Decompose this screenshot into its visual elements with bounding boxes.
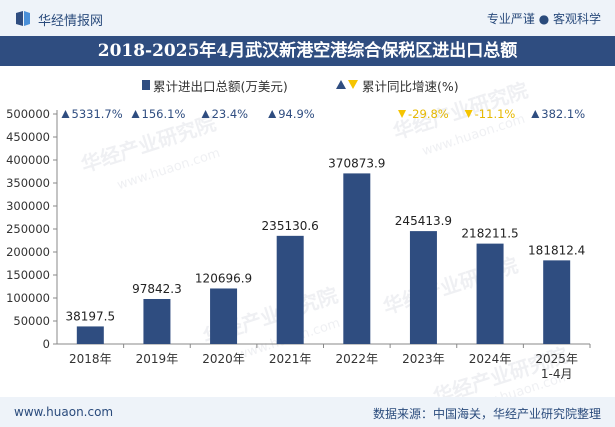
growth-up-triangle [131, 110, 140, 118]
bar [543, 260, 571, 344]
y-tick-label: 0 [43, 337, 50, 351]
bar [343, 173, 371, 344]
bar [409, 231, 437, 344]
x-tick-label: 2018年 [69, 352, 112, 366]
y-tick-label: 500000 [6, 107, 50, 121]
growth-up-triangle [61, 110, 70, 118]
bar-value-label: 235130.6 [262, 219, 319, 233]
legend-growth-label: 累计同比增速(%) [362, 79, 459, 94]
y-tick-label: 400000 [6, 153, 50, 167]
bar [276, 235, 304, 344]
x-tick-label: 2021年 [269, 352, 312, 366]
growth-up-triangle [201, 110, 210, 118]
x-tick-label: 1-4月 [541, 367, 573, 381]
bar-value-label: 120696.9 [195, 271, 252, 285]
x-tick-label: 2020年 [202, 352, 245, 366]
bar [476, 243, 504, 344]
y-tick-label: 100000 [6, 291, 50, 305]
growth-rate-label: 23.4% [212, 107, 249, 121]
bar [210, 288, 238, 344]
x-tick-label: 2023年 [402, 352, 445, 366]
x-tick-label: 2024年 [469, 352, 512, 366]
growth-rate-label: 5331.7% [72, 107, 123, 121]
legend-growth-icon [336, 80, 358, 89]
growth-rate-label: 94.9% [278, 107, 315, 121]
y-tick-label: 250000 [6, 222, 50, 236]
growth-rate-label: -29.8% [408, 107, 449, 121]
bar-value-label: 181812.4 [528, 243, 585, 257]
bar-value-label: 370873.9 [328, 156, 385, 170]
bar-chart: 0 50000 100000 150000 200000 250000 300000 3500… [6, 107, 591, 381]
footer-bar: www.huaon.com 数据来源：中国海关，华经产业研究院整理 [0, 397, 615, 427]
logo-icon [16, 11, 30, 26]
bar-value-label: 38197.5 [66, 309, 116, 323]
growth-down-triangle [398, 110, 407, 118]
y-tick-label: 150000 [6, 268, 50, 282]
x-tick-label: 2025年 [535, 352, 578, 366]
y-tick-label: 350000 [6, 176, 50, 190]
legend-bar-swatch [142, 80, 150, 90]
bar-value-label: 218211.5 [461, 227, 518, 241]
footer-source: 数据来源：中国海关，华经产业研究院整理 [372, 407, 601, 421]
x-tick-label: 2022年 [336, 352, 379, 366]
brand-name: 华经情报网 [38, 14, 104, 29]
y-tick-label: 450000 [6, 130, 50, 144]
y-tick-label: 300000 [6, 199, 50, 213]
bar-value-label: 245413.9 [395, 214, 452, 228]
growth-rate-label: 156.1% [142, 107, 186, 121]
x-tick-label: 2019年 [136, 352, 179, 366]
y-tick-label: 50000 [13, 314, 50, 328]
slogan: 专业严谨 ● 客观科学 [486, 12, 601, 26]
growth-up-triangle [531, 110, 540, 118]
chart-title: 2018-2025年4月武汉新港空港综合保税区进出口总额 [0, 36, 615, 66]
bar-value-label: 97842.3 [132, 282, 182, 296]
legend-bar-label: 累计进出口总额(万美元) [153, 79, 288, 94]
growth-down-triangle [464, 110, 473, 118]
growth-rate-label: -11.1% [475, 107, 516, 121]
growth-up-triangle [268, 110, 277, 118]
bar [76, 326, 104, 344]
y-tick-label: 200000 [6, 245, 50, 259]
growth-rate-label: 382.1% [541, 107, 585, 121]
bar [143, 298, 171, 344]
footer-website: www.huaon.com [14, 405, 114, 419]
header-bar: 华经情报网 专业严谨 ● 客观科学 [0, 0, 615, 36]
